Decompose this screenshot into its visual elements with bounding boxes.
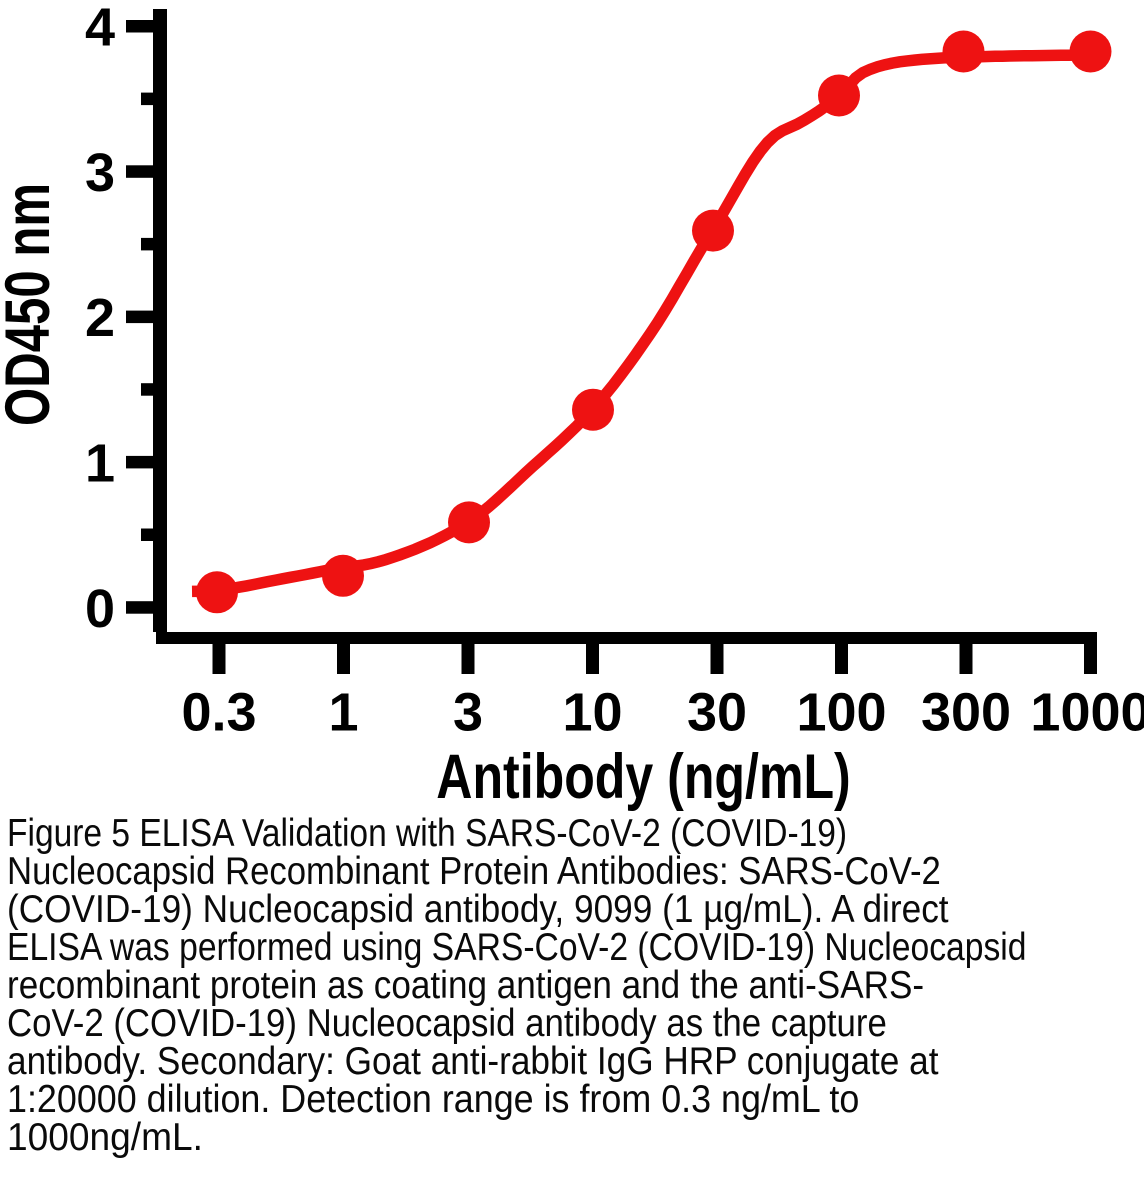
svg-text:1000: 1000 [1030, 683, 1144, 743]
svg-text:30: 30 [687, 683, 747, 743]
svg-text:0.3: 0.3 [181, 683, 256, 743]
svg-text:1: 1 [328, 683, 358, 743]
svg-text:3: 3 [85, 143, 115, 203]
svg-text:OD450 nm: OD450 nm [0, 183, 62, 426]
svg-text:300: 300 [921, 683, 1011, 743]
svg-text:10: 10 [562, 683, 622, 743]
svg-text:100: 100 [796, 683, 886, 743]
svg-text:1: 1 [85, 434, 115, 494]
svg-text:4: 4 [85, 0, 115, 58]
svg-text:Antibody (ng/mL): Antibody (ng/mL) [436, 742, 850, 813]
svg-text:3: 3 [453, 683, 483, 743]
svg-text:2: 2 [85, 288, 115, 348]
svg-text:0: 0 [85, 579, 115, 639]
